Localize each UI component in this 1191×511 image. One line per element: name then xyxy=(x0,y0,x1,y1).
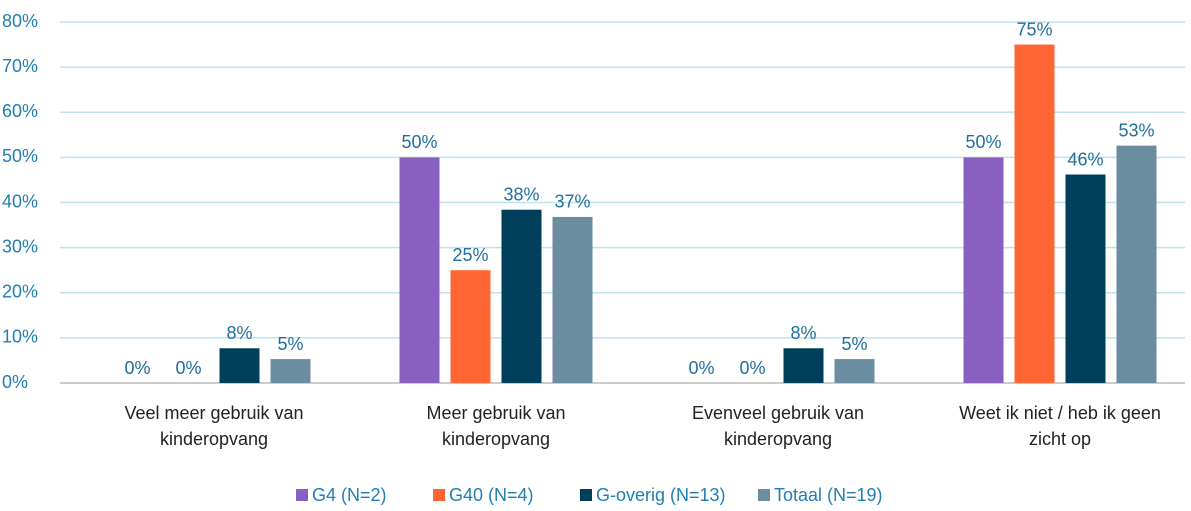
x-tick-label: Veel meer gebruik van xyxy=(124,403,303,423)
legend-label: G-overig (N=13) xyxy=(596,485,726,505)
bar xyxy=(1065,174,1106,383)
bar xyxy=(219,348,260,383)
value-label: 50% xyxy=(401,132,437,152)
value-label: 0% xyxy=(124,358,150,378)
value-label: 53% xyxy=(1118,120,1154,140)
y-tick-label: 10% xyxy=(2,327,38,347)
value-label: 75% xyxy=(1016,19,1052,39)
value-label: 0% xyxy=(175,358,201,378)
value-label: 50% xyxy=(965,132,1001,152)
value-label: 0% xyxy=(688,358,714,378)
value-label: 8% xyxy=(226,323,252,343)
value-label: 0% xyxy=(739,358,765,378)
legend-swatch xyxy=(433,489,445,501)
value-label: 46% xyxy=(1067,149,1103,169)
y-tick-label: 0% xyxy=(2,372,28,392)
x-tick-label: kinderopvang xyxy=(442,429,550,449)
legend-swatch xyxy=(758,489,770,501)
y-tick-label: 70% xyxy=(2,56,38,76)
y-tick-label: 80% xyxy=(2,11,38,31)
legend-label: Totaal (N=19) xyxy=(774,485,883,505)
value-label: 5% xyxy=(841,334,867,354)
x-tick-label: Evenveel gebruik van xyxy=(692,403,864,423)
bar xyxy=(1014,44,1055,383)
bar xyxy=(963,157,1004,383)
legend-swatch xyxy=(580,489,592,501)
value-label: 25% xyxy=(452,245,488,265)
value-label: 38% xyxy=(503,184,539,204)
value-label: 37% xyxy=(554,192,590,212)
y-tick-label: 30% xyxy=(2,236,38,256)
x-tick-label: Meer gebruik van xyxy=(426,403,565,423)
bar xyxy=(1116,145,1157,383)
x-tick-label: zicht op xyxy=(1029,429,1091,449)
x-tick-label: kinderopvang xyxy=(160,429,268,449)
bar xyxy=(501,209,542,383)
y-tick-label: 50% xyxy=(2,146,38,166)
y-tick-label: 20% xyxy=(2,282,38,302)
bar xyxy=(552,216,593,383)
bar xyxy=(450,270,491,383)
value-label: 5% xyxy=(277,334,303,354)
legend-label: G4 (N=2) xyxy=(312,485,387,505)
x-tick-label: kinderopvang xyxy=(724,429,832,449)
bar xyxy=(399,157,440,383)
y-tick-label: 40% xyxy=(2,191,38,211)
bar xyxy=(270,359,311,383)
value-label: 8% xyxy=(790,323,816,343)
legend-label: G40 (N=4) xyxy=(449,485,534,505)
bar xyxy=(783,348,824,383)
legend-swatch xyxy=(296,489,308,501)
bar xyxy=(834,359,875,383)
y-tick-label: 60% xyxy=(2,101,38,121)
x-tick-label: Weet ik niet / heb ik geen xyxy=(959,403,1161,423)
